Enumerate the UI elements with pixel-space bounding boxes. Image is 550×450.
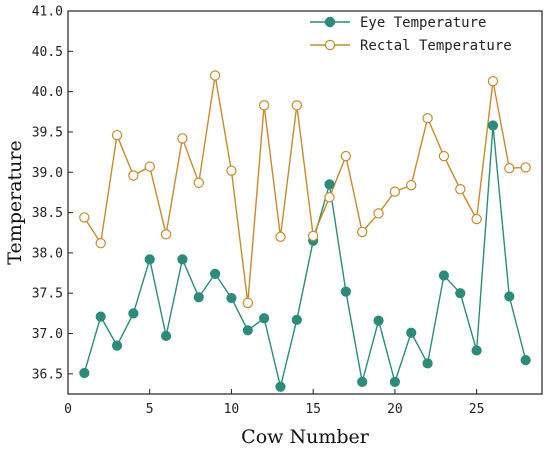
data-point-rectal-temperature [226,165,237,176]
data-point-eye-temperature [79,367,90,379]
y-tick-label: 40.0 [32,85,63,100]
data-point-rectal-temperature [193,177,204,188]
x-tick-label: 20 [387,402,403,417]
data-point-rectal-temperature [422,113,433,124]
data-point-eye-temperature [128,308,139,319]
y-tick-label: 39.5 [32,125,63,140]
legend-label-eye-temperature: Eye Temperature [360,15,486,31]
y-tick-label: 37.0 [32,327,63,342]
legend-marker-eye-temperature [324,16,336,28]
y-tick-label: 36.5 [32,367,63,382]
legend-marker-rectal-temperature [324,39,336,51]
data-point-eye-temperature [95,311,106,322]
series-line-rectal-temperature [83,75,526,303]
legend: Eye Temperature Rectal Temperature [310,15,512,54]
data-point-eye-temperature [373,315,384,326]
data-point-rectal-temperature [275,231,286,242]
data-point-eye-temperature [111,340,123,351]
legend-label-rectal-temperature: Rectal Temperature [360,38,512,54]
plot-frame [67,10,543,395]
data-point-eye-temperature [226,292,237,304]
data-point-eye-temperature [259,313,270,324]
data-point-rectal-temperature [340,150,352,162]
data-point-eye-temperature [504,291,515,302]
data-point-eye-temperature [357,376,368,388]
data-point-eye-temperature [291,314,302,325]
series-markers [79,70,531,392]
x-tick-label: 5 [146,402,154,417]
x-axis-ticks: 0 5 10 15 20 25 [64,389,484,417]
data-point-rectal-temperature [291,100,303,111]
y-tick-label: 40.5 [32,45,63,60]
data-point-rectal-temperature [324,192,335,203]
data-point-rectal-temperature [95,238,106,249]
data-point-rectal-temperature [487,75,499,87]
plot-area [67,10,543,395]
y-tick-label: 37.5 [32,287,63,302]
data-point-eye-temperature [389,376,400,388]
data-point-rectal-temperature [79,212,90,223]
x-tick-label: 15 [305,402,321,417]
data-point-eye-temperature [422,358,433,369]
data-point-rectal-temperature [520,162,531,173]
data-point-eye-temperature [193,292,204,303]
data-point-eye-temperature [487,120,499,131]
data-point-rectal-temperature [177,133,188,144]
data-point-rectal-temperature [209,70,221,81]
data-point-eye-temperature [144,254,155,265]
x-axis-title: Cow Number [241,426,370,448]
series-lines [83,75,527,387]
data-point-rectal-temperature [455,183,466,195]
x-tick-label: 10 [224,402,240,417]
data-point-rectal-temperature [144,161,155,172]
data-point-eye-temperature [520,355,531,366]
data-point-rectal-temperature [128,170,139,181]
data-point-rectal-temperature [160,229,172,240]
data-point-eye-temperature [324,179,335,190]
x-tick-label: 25 [469,402,485,417]
data-point-eye-temperature [471,345,482,356]
data-point-eye-temperature [177,254,188,265]
data-point-rectal-temperature [373,208,384,219]
data-point-eye-temperature [340,286,351,297]
data-point-eye-temperature [438,270,450,281]
series-line-eye-temperature [83,125,527,387]
y-axis-ticks: 36.5 37.0 37.5 38.0 38.5 39.0 39.5 40.0 40.5 41.0 [32,5,73,382]
y-tick-label: 41.0 [32,5,63,20]
data-point-eye-temperature [160,330,172,342]
data-point-eye-temperature [275,381,286,392]
data-point-eye-temperature [210,268,221,279]
data-point-rectal-temperature [406,179,417,191]
y-tick-label: 38.5 [32,206,63,221]
data-point-rectal-temperature [389,186,401,197]
data-point-rectal-temperature [242,297,253,309]
data-point-rectal-temperature [471,213,482,225]
data-point-rectal-temperature [438,150,450,162]
data-point-rectal-temperature [111,129,123,141]
data-point-rectal-temperature [357,226,368,238]
data-point-rectal-temperature [307,230,319,242]
x-tick-label: 0 [64,402,72,417]
y-tick-label: 38.0 [32,246,63,261]
data-point-eye-temperature [406,327,417,338]
data-point-rectal-temperature [504,163,515,174]
data-point-eye-temperature [242,325,253,336]
y-axis-title: Temperature [4,140,26,264]
data-point-eye-temperature [455,288,466,299]
y-tick-label: 39.0 [32,166,63,181]
data-point-rectal-temperature [258,100,270,111]
